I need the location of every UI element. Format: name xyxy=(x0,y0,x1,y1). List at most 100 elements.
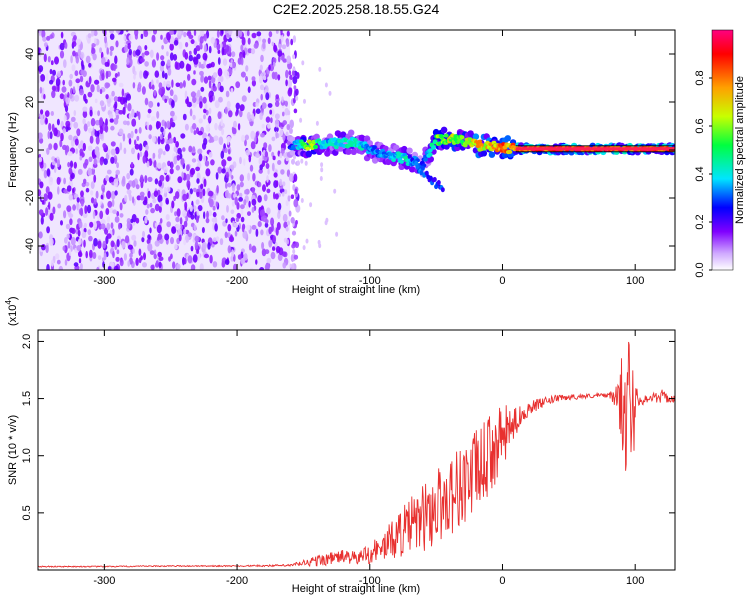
noise-blob xyxy=(268,240,273,248)
noise-blob xyxy=(134,139,137,146)
noise-blob xyxy=(251,245,257,253)
noise-blob xyxy=(146,160,150,168)
noise-blob xyxy=(135,49,141,56)
noise-blob xyxy=(90,84,95,93)
noise-blob xyxy=(238,30,243,38)
noise-blob xyxy=(221,30,224,35)
noise-blob xyxy=(200,86,205,92)
noise-blob xyxy=(231,201,235,207)
noise-blob xyxy=(268,64,271,71)
noise-blob xyxy=(274,118,280,128)
noise-blob xyxy=(89,109,93,117)
signal-speck xyxy=(292,249,296,254)
signal-speck xyxy=(315,120,319,126)
noise-blob xyxy=(226,100,231,109)
noise-blob xyxy=(83,222,87,229)
noise-blob xyxy=(184,123,189,131)
noise-blob xyxy=(235,111,238,117)
noise-blob xyxy=(82,110,88,118)
noise-blob xyxy=(38,189,42,197)
noise-blob xyxy=(131,118,137,127)
noise-blob xyxy=(199,36,204,44)
noise-blob xyxy=(113,64,117,72)
noise-blob xyxy=(166,221,171,228)
noise-blob xyxy=(84,98,88,104)
noise-blob xyxy=(139,174,144,183)
ridge-cell xyxy=(480,150,488,157)
noise-blob xyxy=(94,110,97,116)
noise-blob xyxy=(171,100,175,108)
noise-blob xyxy=(246,111,251,121)
noise-blob xyxy=(128,192,132,198)
x-tick-label: -200 xyxy=(226,275,248,287)
noise-blob xyxy=(41,30,46,39)
noise-blob xyxy=(255,153,261,158)
noise-blob xyxy=(202,188,206,197)
noise-blob xyxy=(41,87,45,95)
noise-blob xyxy=(113,265,119,270)
noise-blob xyxy=(153,253,157,260)
noise-blob xyxy=(105,175,109,182)
noise-blob xyxy=(275,130,278,139)
signal-speck xyxy=(300,198,304,203)
signal-speck xyxy=(335,231,339,237)
noise-blob xyxy=(83,239,86,248)
noise-blob xyxy=(203,178,207,188)
noise-blob xyxy=(224,147,228,154)
noise-blob xyxy=(43,93,46,100)
noise-blob xyxy=(129,58,133,67)
noise-blob xyxy=(188,50,192,56)
noise-blob xyxy=(47,56,51,63)
signal-speck xyxy=(285,156,289,162)
noise-blob xyxy=(156,162,162,169)
noise-blob xyxy=(170,161,174,170)
colorbar-tick-label: 0.0 xyxy=(694,262,706,277)
noise-blob xyxy=(46,73,49,82)
noise-blob xyxy=(91,43,96,48)
ridge-cell xyxy=(391,158,397,162)
noise-blob xyxy=(158,256,164,262)
x-tick-label: -100 xyxy=(359,575,381,587)
ridge-cell xyxy=(385,158,392,166)
noise-blob xyxy=(264,222,269,228)
noise-blob xyxy=(221,41,227,49)
noise-blob xyxy=(175,141,180,148)
noise-blob xyxy=(68,79,73,87)
noise-blob xyxy=(209,198,214,208)
noise-blob xyxy=(153,159,157,168)
noise-blob xyxy=(53,127,58,137)
noise-blob xyxy=(203,44,207,53)
signal-speck xyxy=(287,220,290,226)
noise-blob xyxy=(58,265,63,270)
noise-blob xyxy=(219,75,224,83)
noise-blob xyxy=(62,128,66,134)
noise-blob xyxy=(77,168,83,175)
noise-blob xyxy=(89,221,94,228)
noise-blob xyxy=(66,185,72,192)
colorbar: 0.0 0.2 0.4 0.6 0.8 Normalized spectral ampl… xyxy=(694,29,746,278)
noise-blob xyxy=(263,142,268,149)
noise-blob xyxy=(156,79,159,84)
noise-blob xyxy=(290,38,294,46)
noise-blob xyxy=(115,146,120,155)
noise-blob xyxy=(146,113,151,119)
noise-blob xyxy=(208,210,213,217)
noise-blob xyxy=(197,205,203,212)
noise-blob xyxy=(221,46,225,56)
noise-blob xyxy=(245,65,249,72)
noise-blob xyxy=(140,33,144,40)
noise-blob xyxy=(38,65,44,73)
signal-speck xyxy=(292,54,296,60)
noise-blob xyxy=(109,50,113,57)
noise-blob xyxy=(172,54,178,61)
noise-blob xyxy=(267,168,270,175)
ridge-cell xyxy=(313,144,318,149)
noise-blob xyxy=(216,30,220,38)
noise-blob xyxy=(82,142,87,152)
noise-blob xyxy=(68,213,74,219)
noise-blob xyxy=(46,35,51,41)
noise-blob xyxy=(231,51,236,58)
noise-blob xyxy=(247,37,251,45)
noise-blob xyxy=(277,202,282,211)
y-tick-label: 2.0 xyxy=(21,334,33,349)
